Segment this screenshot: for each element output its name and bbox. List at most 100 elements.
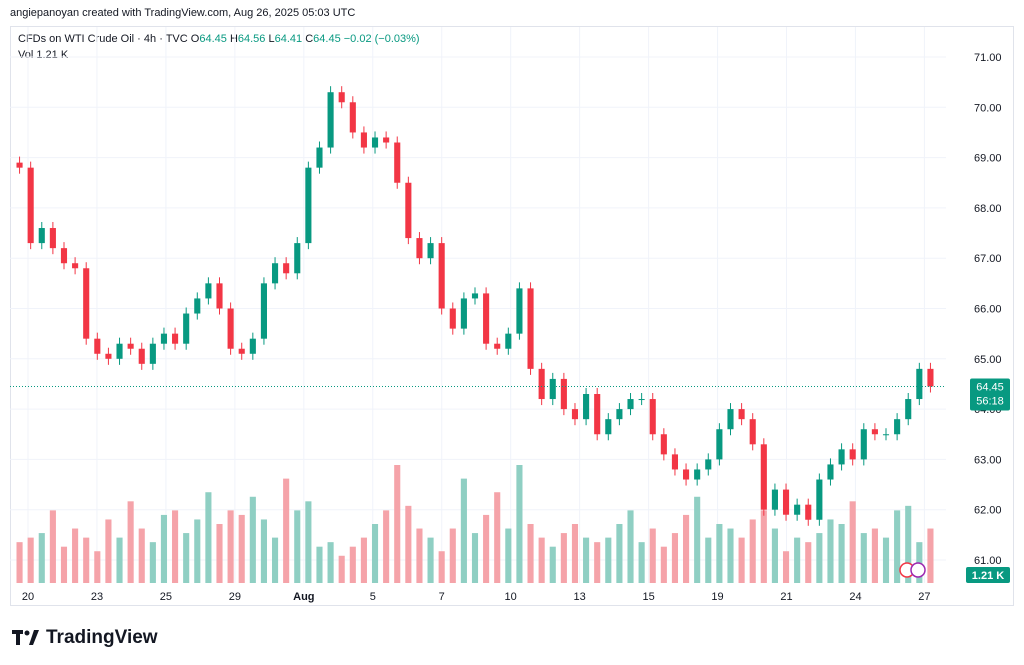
volume-bar: [683, 514, 690, 583]
volume-bar: [427, 537, 434, 583]
volume-bar: [660, 546, 667, 583]
tradingview-logo[interactable]: TradingView: [12, 627, 158, 649]
volume-bar: [205, 492, 212, 583]
candle-body: [638, 399, 645, 401]
y-tick-label: 71.00: [974, 52, 1002, 64]
volume-bar: [460, 478, 467, 583]
volume-bar: [694, 496, 701, 583]
candle-body: [149, 343, 156, 364]
volume-bar: [583, 537, 590, 583]
volume-bar: [338, 555, 345, 583]
volume-bar: [116, 537, 123, 583]
volume-bar: [438, 551, 445, 583]
volume-bar: [16, 542, 23, 583]
volume-bar: [794, 537, 801, 583]
candle-body: [827, 464, 834, 480]
high-value: 64.56: [237, 33, 266, 45]
volume-bar: [805, 542, 812, 583]
volume-value: 1.21 K: [36, 49, 69, 61]
volume-bar: [238, 514, 245, 583]
volume-bar: [283, 478, 290, 583]
candle-body: [894, 419, 901, 435]
volume-bar: [483, 514, 490, 583]
volume-bar: [627, 510, 634, 583]
x-tick-label: Aug: [293, 591, 314, 603]
volume-bar: [616, 524, 623, 583]
x-tick-label: 20: [22, 591, 34, 603]
x-tick-label: 15: [642, 591, 654, 603]
y-tick-label: 67.00: [974, 253, 1002, 265]
logo-text: TradingView: [46, 627, 158, 648]
volume-bar: [194, 519, 201, 583]
candle-body: [494, 343, 501, 349]
candle-body: [594, 394, 601, 435]
volume-bar: [882, 537, 890, 583]
volume-bar: [927, 528, 934, 583]
volume-bar: [305, 501, 312, 583]
candle-body: [760, 444, 767, 510]
candle-body: [16, 162, 23, 168]
low-value: 64.41: [274, 33, 303, 45]
y-tick-label: 62.00: [974, 505, 1002, 517]
candle-body: [238, 348, 245, 354]
candle-body: [394, 142, 401, 183]
candle-body: [283, 263, 290, 274]
candle-body: [205, 283, 212, 299]
candle-body: [738, 409, 745, 420]
last-price-badge: 64.45 56:18: [970, 378, 1010, 411]
volume-bar: [227, 510, 234, 583]
candle-body: [583, 394, 590, 420]
high-label: H: [229, 33, 238, 45]
candle-body: [538, 368, 545, 400]
volume-bar: [83, 537, 90, 583]
x-tick-label: 23: [91, 591, 103, 603]
candle-body: [727, 409, 734, 430]
x-tick-label: 24: [849, 591, 861, 603]
volume-bar: [560, 533, 567, 583]
candle-body: [27, 167, 34, 244]
candle-body: [249, 338, 256, 354]
last-price-text: 64.45: [976, 381, 1004, 393]
candle-body: [405, 182, 412, 239]
tradingview-logo-icon: [12, 630, 39, 645]
volume-bar: [271, 537, 279, 583]
volume-bar: [38, 533, 45, 583]
low-label: L: [268, 33, 275, 45]
candle-body: [571, 409, 579, 420]
close-label: C: [305, 33, 314, 45]
volume-bar: [716, 524, 723, 583]
volume-bar: [516, 465, 523, 583]
volume-bar: [527, 524, 534, 583]
attribution-text: angiepanoyan created with TradingView.co…: [10, 7, 356, 19]
open-label: O: [190, 33, 200, 45]
candle-body: [716, 429, 723, 460]
volume-bar: [183, 533, 190, 583]
event-icons[interactable]: [899, 562, 926, 578]
x-tick-label: 29: [229, 591, 241, 603]
candle-body: [360, 132, 367, 148]
volume-bar: [782, 551, 790, 583]
volume-bar: [360, 537, 367, 583]
candle-body: [871, 429, 878, 435]
volume-bar: [594, 542, 601, 583]
candle-body: [449, 308, 456, 329]
volume-bar: [105, 519, 112, 583]
candle-body: [616, 409, 623, 420]
volume-bar: [760, 510, 767, 583]
symbol-legend: CFDs on WTI Crude Oil · 4h · TVC O64.45 …: [18, 33, 420, 45]
candle-body: [127, 343, 134, 349]
volume-bar: [349, 546, 356, 583]
volume-bar: [905, 505, 912, 583]
candle-body: [38, 228, 45, 244]
candle-body: [694, 469, 701, 480]
volume-bar: [571, 524, 579, 583]
volume-bar: [127, 501, 134, 583]
volume-bar: [60, 546, 68, 583]
candle-body: [383, 137, 390, 143]
price-axis: 71.0070.0069.0068.0067.0066.0065.0064.00…: [974, 52, 1002, 567]
volume-bar: [216, 524, 223, 583]
x-tick-label: 21: [780, 591, 792, 603]
candle-body: [349, 102, 356, 133]
candle-body: [94, 338, 101, 354]
